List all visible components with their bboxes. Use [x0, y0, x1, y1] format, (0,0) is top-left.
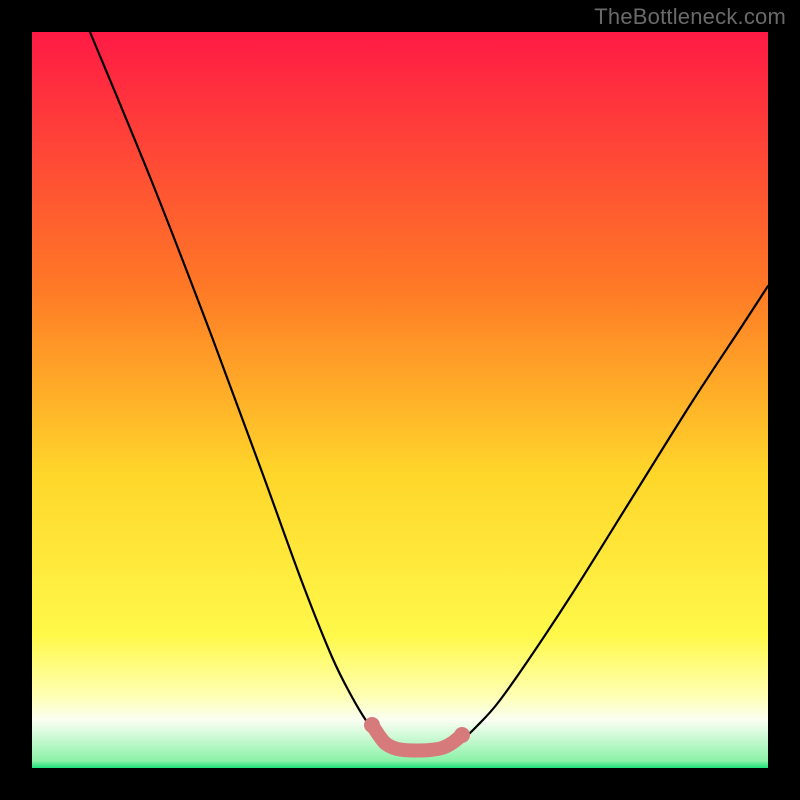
watermark-text: TheBottleneck.com: [594, 4, 786, 30]
trough-accent: [372, 725, 462, 751]
main-curve: [90, 32, 768, 750]
trough-dot: [454, 727, 470, 743]
chart-svg: [32, 32, 768, 768]
plot-area: [32, 32, 768, 768]
trough-dot: [364, 717, 380, 733]
